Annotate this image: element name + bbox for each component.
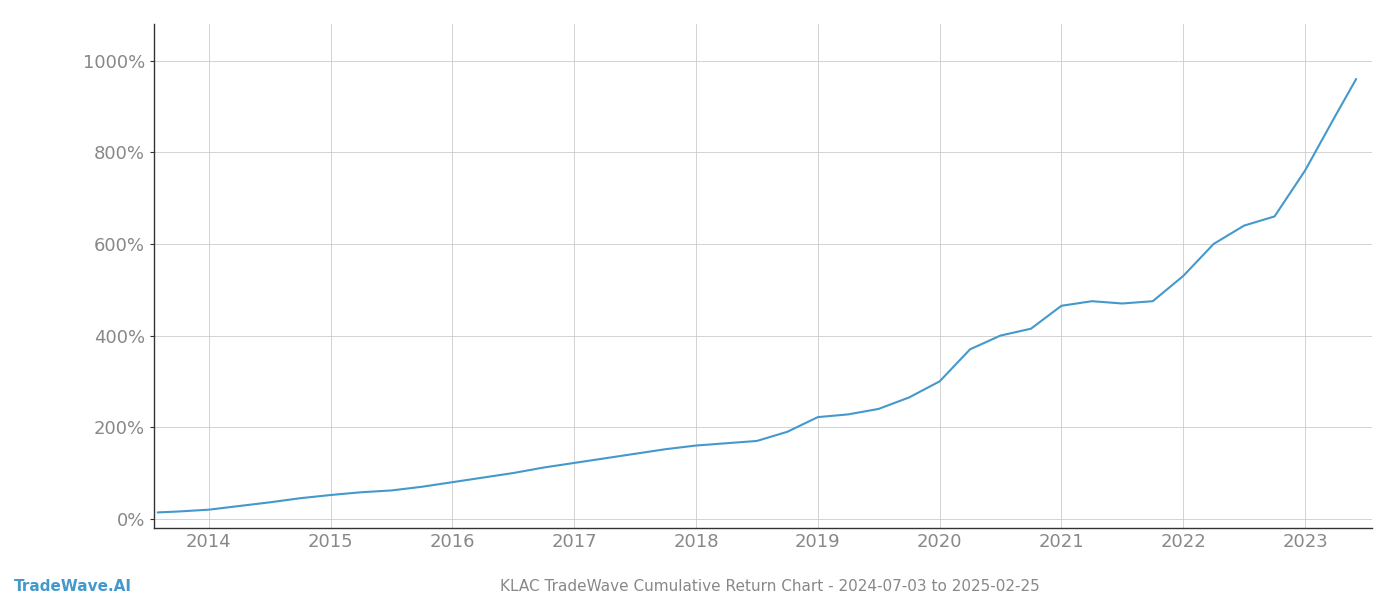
Text: KLAC TradeWave Cumulative Return Chart - 2024-07-03 to 2025-02-25: KLAC TradeWave Cumulative Return Chart -… <box>500 579 1040 594</box>
Text: TradeWave.AI: TradeWave.AI <box>14 579 132 594</box>
